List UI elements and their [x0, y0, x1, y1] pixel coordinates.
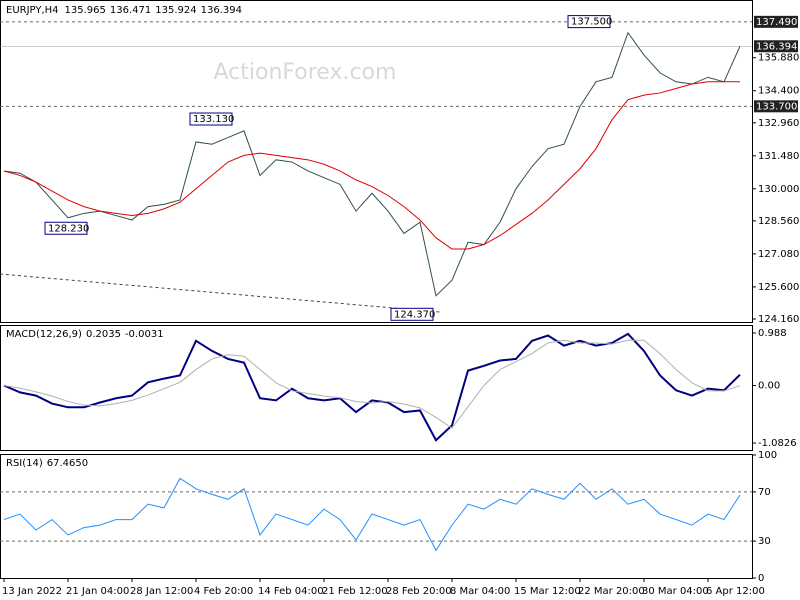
trend-line	[0, 273, 441, 313]
rsi-title: RSI(14) 67.4650	[6, 458, 88, 469]
annotation-label: 137.500	[571, 17, 612, 28]
low: 135.924	[155, 5, 196, 16]
x-tick-label: 28 Jan 12:00	[130, 586, 193, 597]
indicator: RSI(14)	[6, 458, 43, 469]
level-box	[754, 100, 798, 113]
annotation-label: 133.130	[193, 114, 234, 125]
annotation-box	[390, 307, 434, 321]
rsi-pane	[0, 454, 753, 579]
y-tick-label: 132.960	[758, 118, 799, 129]
high: 136.471	[110, 5, 151, 16]
annotation-label: 128.230	[48, 223, 89, 234]
annotation-box	[44, 221, 88, 235]
level-box	[754, 15, 798, 28]
y-tick-label: 128.560	[758, 216, 799, 227]
y-tick-label: 130.000	[758, 184, 799, 195]
y-tick-label: 127.080	[758, 249, 799, 260]
x-tick-label: 15 Mar 12:00	[514, 586, 581, 597]
x-tick-label: 21 Feb 12:00	[322, 586, 388, 597]
price-title: EURJPY,H4 135.965 136.471 135.924 136.394	[6, 5, 242, 16]
watermark: ActionForex.com	[214, 60, 397, 85]
x-tick-label: 21 Jan 04:00	[66, 586, 129, 597]
level-label: 133.700	[756, 101, 797, 112]
symbol: EURJPY,H4	[6, 5, 59, 16]
series-line	[3, 81, 740, 250]
annotation-label: 124.370	[394, 309, 435, 320]
x-tick-label: 30 Mar 04:00	[642, 586, 709, 597]
y-tick-label: -1.0826	[758, 438, 797, 449]
series-line	[3, 339, 741, 429]
y-tick-label: 100	[758, 450, 777, 461]
price-pane	[0, 0, 753, 323]
level-label: 137.490	[756, 17, 797, 28]
rsi-value: 67.4650	[47, 458, 88, 469]
open: 135.965	[65, 5, 106, 16]
current-price-box	[754, 40, 798, 53]
x-tick-label: 13 Jan 2022	[2, 586, 62, 597]
y-tick-label: 0.00	[758, 381, 780, 392]
y-tick-label: 70	[758, 487, 771, 498]
y-tick-label: 125.600	[758, 282, 799, 293]
close: 136.394	[201, 5, 242, 16]
x-tick-label: 22 Mar 20:00	[578, 586, 645, 597]
y-tick-label: 0	[758, 573, 764, 584]
annotation-box	[189, 112, 233, 126]
y-tick-label: 0.988	[758, 328, 787, 339]
y-tick-label: 134.400	[758, 86, 799, 97]
x-tick-label: 4 Feb 20:00	[194, 586, 253, 597]
macd-value: 0.2035	[86, 329, 121, 340]
x-tick-label: 8 Mar 04:00	[450, 586, 510, 597]
x-tick-label: 14 Feb 04:00	[258, 586, 324, 597]
x-tick-label: 6 Apr 12:00	[706, 586, 765, 597]
series-line	[3, 477, 741, 552]
y-tick-label: 135.880	[758, 53, 799, 64]
y-tick-label: 131.480	[758, 151, 799, 162]
current-price-label: 136.394	[756, 41, 797, 52]
series-line	[3, 332, 741, 442]
series-line	[3, 31, 741, 297]
y-tick-label: 30	[758, 536, 771, 547]
macd-title: MACD(12,26,9) 0.2035 -0.0031	[6, 329, 164, 340]
signal-value: -0.0031	[125, 329, 164, 340]
y-tick-label: 124.160	[758, 314, 799, 325]
indicator: MACD(12,26,9)	[6, 329, 82, 340]
macd-pane	[0, 325, 753, 451]
annotation-box	[567, 15, 611, 29]
x-tick-label: 28 Feb 20:00	[386, 586, 452, 597]
